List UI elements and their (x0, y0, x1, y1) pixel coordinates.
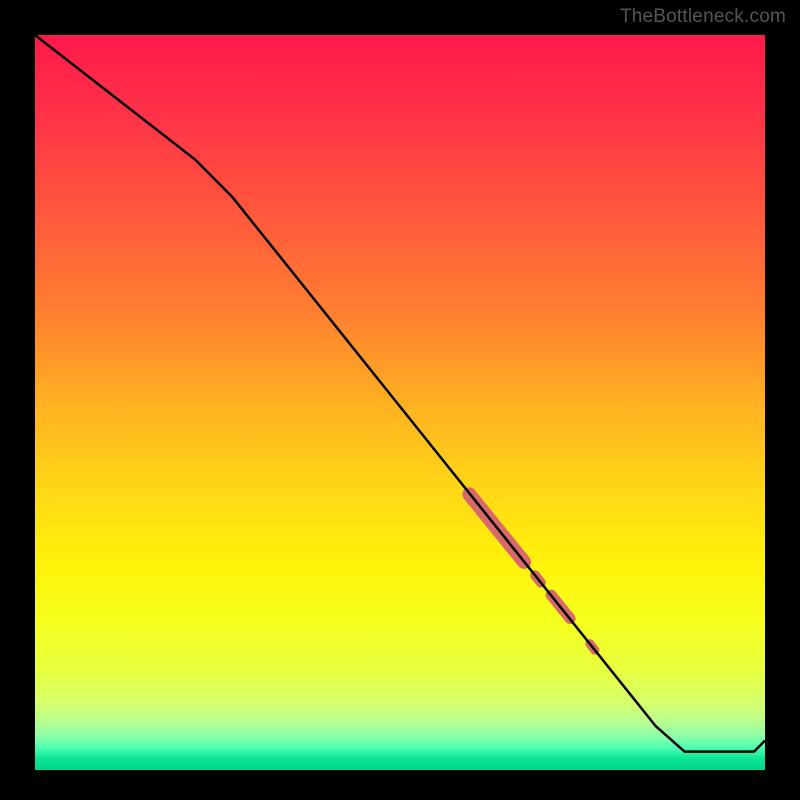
watermark-label: TheBottleneck.com (620, 6, 786, 28)
chart-canvas: TheBottleneck.com (0, 0, 800, 800)
plot-background-gradient (35, 35, 765, 770)
bottleneck-chart-svg (0, 0, 800, 800)
